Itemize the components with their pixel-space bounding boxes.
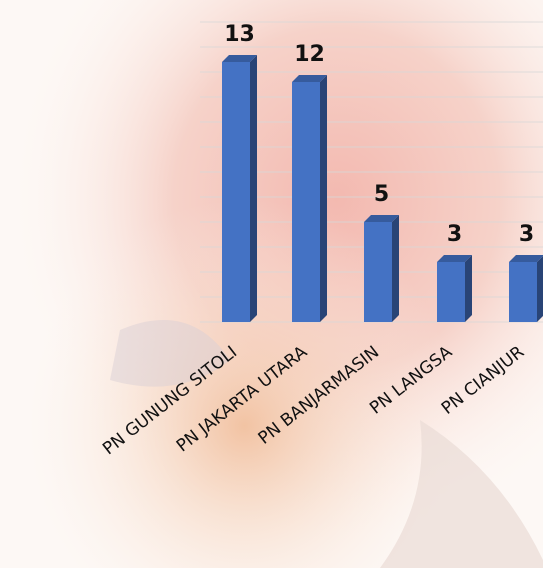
- chart: 13PN GUNUNG SITOLI12PN JAKARTA UTARA5PN …: [0, 0, 543, 568]
- bar: [292, 82, 320, 322]
- data-label: 12: [294, 42, 325, 67]
- bar-side: [320, 75, 327, 322]
- bar: [364, 222, 392, 322]
- bar-side: [392, 215, 399, 322]
- data-label: 5: [374, 182, 389, 207]
- bar-side: [465, 255, 472, 322]
- data-label: 3: [519, 222, 534, 247]
- data-label: 13: [224, 22, 255, 47]
- bar: [509, 262, 537, 322]
- bar-side: [537, 255, 543, 322]
- bar: [437, 262, 465, 322]
- bar-side: [250, 55, 257, 322]
- bar: [222, 62, 250, 322]
- data-label: 3: [447, 222, 462, 247]
